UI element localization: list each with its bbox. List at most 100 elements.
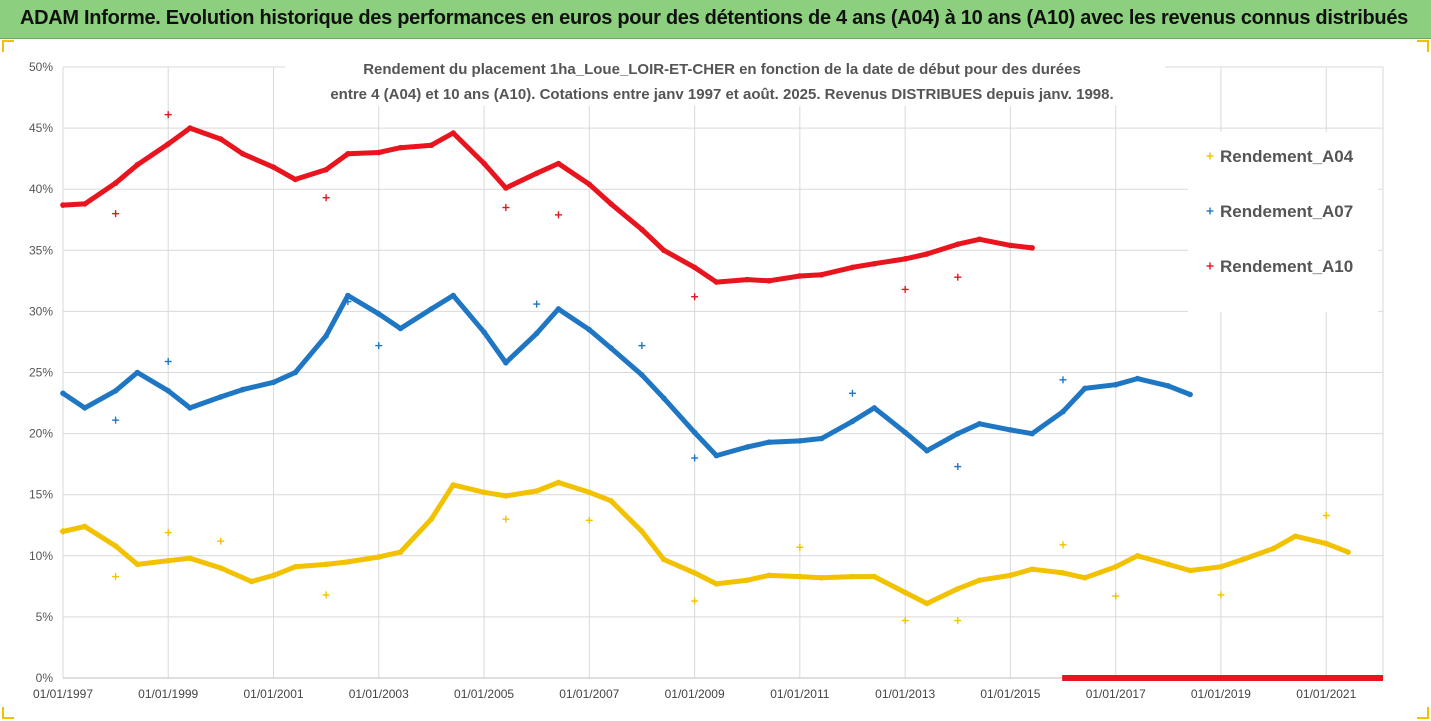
data-point — [818, 435, 825, 442]
data-point — [660, 395, 667, 401]
data-point — [1134, 375, 1141, 382]
data-point — [323, 333, 329, 339]
data-point — [954, 241, 961, 247]
y-tick-label: 0% — [36, 671, 54, 685]
data-point — [1007, 242, 1014, 249]
corner-mark-bottom-left — [2, 707, 14, 719]
corner-mark-bottom-right — [1417, 707, 1429, 719]
scatter-point — [638, 342, 646, 350]
scatter-point — [322, 591, 330, 599]
legend-label: Rendement_A04 — [1220, 147, 1354, 166]
x-tick-label: 01/01/2019 — [1191, 687, 1251, 701]
data-point — [292, 176, 299, 183]
x-tick-label: 01/01/2021 — [1296, 687, 1356, 701]
data-point — [954, 585, 961, 592]
scatter-point — [796, 543, 804, 551]
data-point — [586, 489, 593, 496]
data-point — [902, 256, 908, 262]
series-line — [60, 293, 1193, 459]
data-point — [1134, 553, 1141, 559]
data-point — [503, 185, 509, 191]
y-tick-label: 10% — [29, 549, 53, 563]
data-point — [555, 306, 562, 312]
x-tick-label: 01/01/2003 — [349, 687, 409, 701]
scatter-point — [164, 111, 172, 119]
scatter-point — [954, 617, 962, 625]
series-Rendement_A04 — [59, 479, 1351, 625]
legend-marker — [1206, 152, 1214, 160]
data-point — [1112, 381, 1119, 388]
data-point — [849, 264, 856, 271]
data-point — [1187, 567, 1193, 574]
y-tick-label: 45% — [29, 121, 53, 135]
scatter-point — [954, 463, 962, 471]
data-point — [428, 142, 435, 149]
data-point — [871, 573, 878, 580]
x-tick-label: 01/01/2013 — [875, 687, 935, 701]
data-point — [713, 452, 720, 459]
data-point — [345, 292, 351, 299]
corner-mark-top-right — [1417, 40, 1429, 52]
scatter-point — [691, 454, 699, 462]
data-point — [428, 306, 435, 312]
data-point — [1187, 391, 1193, 398]
x-tick-label: 01/01/2005 — [454, 687, 514, 701]
data-point — [1218, 563, 1224, 570]
data-point — [375, 554, 382, 560]
data-point — [397, 144, 404, 151]
legend: Rendement_A04 Rendement_A07 Rendement_A10 — [1188, 132, 1378, 312]
x-tick-label: 01/01/2001 — [244, 687, 304, 701]
y-tick-label: 25% — [29, 366, 53, 380]
scatter-point — [322, 194, 330, 202]
data-point — [691, 570, 698, 576]
data-point — [924, 600, 930, 607]
axis-layer: 0% 5% 10% 15% 20% 25% 30% 35% 40% 45% 50% 01/01/199… — [29, 60, 1383, 701]
data-point — [428, 516, 435, 522]
chart-title-line: entre 4 (A04) et 10 ans (A10). Cotations… — [330, 86, 1113, 103]
data-point — [375, 311, 382, 317]
scatter-point — [1059, 541, 1067, 549]
grid-layer — [62, 66, 1384, 679]
data-point — [1345, 549, 1351, 555]
data-point — [323, 166, 329, 173]
data-point — [849, 573, 856, 580]
data-point — [924, 447, 930, 454]
x-tick-label: 01/01/2017 — [1086, 687, 1146, 701]
legend-label: Rendement_A07 — [1220, 202, 1353, 221]
data-point — [902, 429, 908, 436]
y-tick-label: 50% — [29, 60, 53, 74]
data-point — [902, 589, 908, 596]
scatter-point — [901, 285, 909, 293]
data-point — [533, 488, 540, 494]
data-point — [849, 418, 856, 425]
data-point — [818, 271, 825, 278]
scatter-point — [901, 617, 909, 625]
data-point — [187, 125, 193, 131]
x-tick-label: 01/01/2007 — [559, 687, 619, 701]
data-point — [112, 180, 119, 186]
data-point — [218, 136, 224, 142]
data-point — [503, 493, 509, 499]
scatter-point — [164, 358, 172, 366]
data-point — [81, 523, 88, 530]
data-point — [450, 482, 457, 488]
data-point — [239, 386, 246, 393]
x-tick-label: 01/01/1997 — [33, 687, 93, 701]
x-tick-label: 01/01/2009 — [665, 687, 725, 701]
data-point — [586, 181, 593, 188]
scatter-point — [502, 204, 510, 212]
scatter-point — [344, 298, 352, 306]
data-point — [954, 430, 961, 437]
data-point — [81, 201, 88, 207]
data-point — [397, 325, 404, 332]
data-point — [639, 372, 645, 378]
data-point — [134, 369, 141, 376]
data-point — [924, 251, 930, 257]
scatter-point — [1112, 592, 1120, 600]
scatter-point — [1322, 511, 1330, 519]
data-point — [797, 573, 803, 580]
legend-marker — [1206, 207, 1214, 215]
scatter-point — [533, 300, 541, 308]
scatter-point — [164, 529, 172, 537]
data-point — [450, 292, 457, 299]
